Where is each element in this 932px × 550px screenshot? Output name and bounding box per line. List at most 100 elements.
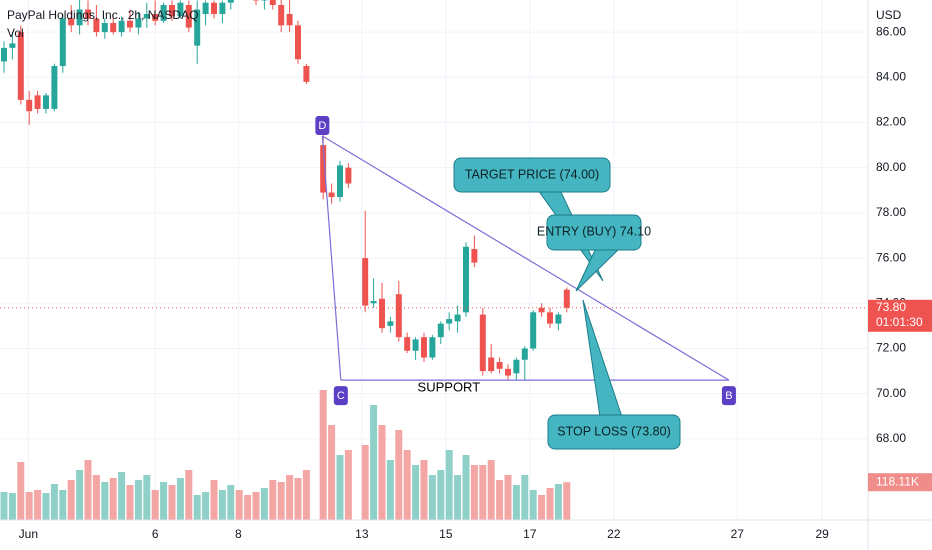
countdown-label: 01:01:30 <box>876 315 923 329</box>
volume-bar <box>504 475 512 520</box>
candle-body <box>143 14 150 19</box>
candle-body <box>370 301 377 304</box>
candle-body <box>294 25 301 60</box>
volume-bar <box>84 460 92 520</box>
volume-bar <box>454 475 462 520</box>
volume-bar <box>59 490 67 520</box>
volume-bar <box>336 455 344 520</box>
candle-body <box>378 298 385 329</box>
candle-body <box>530 312 537 349</box>
candle-body <box>345 167 352 184</box>
volume-bar <box>302 470 310 520</box>
callout: TARGET PRICE (74.00) <box>453 157 611 193</box>
candle-body <box>404 337 411 351</box>
volume-bar <box>25 492 33 520</box>
callout-box <box>546 214 642 251</box>
candle-body <box>68 18 75 26</box>
volume-bar <box>227 485 235 520</box>
volume-bar <box>319 390 327 520</box>
volume-pane <box>0 390 571 520</box>
volume-bar <box>109 478 117 520</box>
candle-body <box>286 14 293 26</box>
candle-body <box>269 0 276 5</box>
candle-body <box>429 337 436 358</box>
volume-bar <box>67 480 75 520</box>
pattern-point-label: C <box>337 390 345 402</box>
candle-body <box>420 337 427 358</box>
volume-bar <box>512 485 520 520</box>
candle-body <box>555 314 562 324</box>
candle-body <box>118 20 125 33</box>
volume-title: Vol <box>7 26 24 40</box>
volume-bar <box>496 480 504 520</box>
volume-bar <box>378 425 386 520</box>
volume-bar <box>193 495 201 520</box>
volume-bar <box>42 493 50 520</box>
volume-bar <box>244 495 252 520</box>
pattern-point-label: D <box>318 120 326 132</box>
candle-body <box>185 4 192 28</box>
candle-body <box>437 323 444 338</box>
candle-body <box>76 9 83 26</box>
candle-body <box>538 307 545 313</box>
candle-body <box>160 4 167 21</box>
x-tick-label: 22 <box>607 527 621 541</box>
candle-body <box>152 14 159 21</box>
volume-bar <box>50 484 58 520</box>
pattern-point-box <box>333 386 348 406</box>
candle-body <box>110 23 117 33</box>
axes: 68.0070.0072.0074.0076.0078.0080.0082.00… <box>0 24 932 541</box>
volume-bar <box>403 450 411 520</box>
volume-bar <box>462 455 470 520</box>
candle-body <box>34 95 41 109</box>
volume-bar <box>185 470 193 520</box>
candle-body <box>303 65 310 82</box>
candle-body <box>504 368 511 376</box>
candle-body <box>17 32 24 100</box>
x-tick-label: 6 <box>152 527 159 541</box>
x-tick-label: Jun <box>19 527 38 541</box>
x-tick-label: 15 <box>439 527 453 541</box>
candle-body <box>412 339 419 351</box>
y-tick-label: 78.00 <box>876 205 906 219</box>
volume-bar <box>160 482 168 520</box>
pattern-point-box <box>721 386 736 406</box>
candle-body <box>387 321 394 326</box>
x-tick-label: 29 <box>815 527 829 541</box>
chart-title: PayPal Holdings, Inc., 2h, NASDAQ <box>7 8 198 22</box>
candle-body <box>488 357 495 372</box>
last-price-box <box>868 299 932 332</box>
volume-bar <box>437 470 445 520</box>
candle-body <box>51 65 58 109</box>
y-tick-label: 72.00 <box>876 341 906 355</box>
volume-bar <box>151 490 159 520</box>
volume-bar <box>529 490 537 520</box>
volume-bar <box>252 492 260 520</box>
candle-body <box>227 0 234 3</box>
candle-body <box>462 246 469 313</box>
candle-body <box>496 362 503 369</box>
callouts: TARGET PRICE (74.00) ENTRY (BUY) 74.10 S… <box>453 157 681 450</box>
candle-body <box>454 314 461 322</box>
candle-body <box>93 18 100 33</box>
volume-bar <box>521 475 529 520</box>
candle-body <box>513 359 520 374</box>
pattern-line <box>321 135 342 381</box>
candle-body <box>278 4 285 26</box>
candle-body <box>446 319 453 324</box>
price-pane <box>0 0 570 381</box>
volume-bar <box>126 485 134 520</box>
candle-body <box>9 43 16 48</box>
candle-body <box>101 23 108 33</box>
x-tick-label: 17 <box>523 527 537 541</box>
volume-bar <box>176 478 184 520</box>
pattern: D C B SUPPORT <box>315 116 736 406</box>
volume-bar <box>134 480 142 520</box>
y-tick-label: 68.00 <box>876 431 906 445</box>
volume-bar <box>470 465 478 520</box>
volume-bar <box>428 475 436 520</box>
x-tick-label: 27 <box>731 527 745 541</box>
volume-bar <box>269 480 277 520</box>
